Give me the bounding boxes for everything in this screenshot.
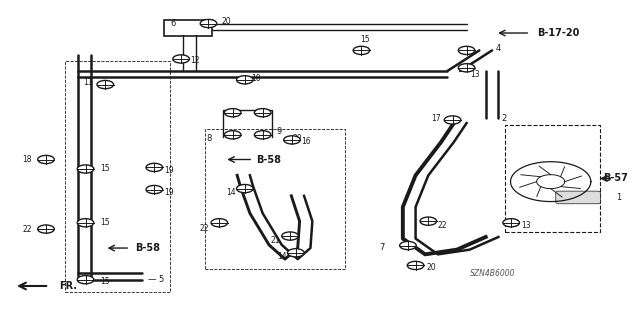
Text: 15: 15 — [360, 35, 369, 44]
Circle shape — [211, 219, 228, 227]
Circle shape — [287, 249, 304, 257]
Text: SZN4B6000: SZN4B6000 — [470, 269, 515, 278]
Circle shape — [200, 19, 217, 28]
Text: 1: 1 — [616, 193, 621, 202]
Circle shape — [284, 136, 300, 144]
Circle shape — [225, 108, 241, 117]
Text: 9: 9 — [276, 127, 282, 136]
Circle shape — [225, 131, 241, 139]
Text: 4: 4 — [495, 44, 500, 53]
Text: 19: 19 — [164, 188, 174, 197]
Text: B-58: B-58 — [135, 243, 160, 253]
Text: 19: 19 — [164, 166, 174, 175]
Text: 8: 8 — [206, 134, 212, 143]
Circle shape — [420, 217, 436, 225]
Circle shape — [146, 163, 163, 172]
Text: 20: 20 — [426, 263, 436, 272]
Circle shape — [146, 185, 163, 194]
Circle shape — [458, 64, 475, 72]
Text: 7: 7 — [380, 243, 385, 252]
Text: 6: 6 — [171, 19, 176, 28]
FancyBboxPatch shape — [556, 191, 600, 204]
Text: 20: 20 — [221, 18, 231, 26]
Text: 2: 2 — [502, 114, 507, 123]
Text: 15: 15 — [100, 218, 110, 227]
Text: 13: 13 — [521, 221, 531, 230]
Bar — [205, 130, 346, 269]
Text: 22: 22 — [200, 224, 209, 233]
Circle shape — [282, 232, 298, 240]
Circle shape — [77, 219, 94, 227]
Text: 16: 16 — [301, 137, 310, 146]
Circle shape — [353, 46, 370, 55]
Bar — [164, 20, 212, 36]
Circle shape — [407, 261, 424, 270]
Text: 22: 22 — [22, 225, 31, 234]
Text: 20: 20 — [292, 134, 302, 143]
Circle shape — [38, 225, 54, 233]
Text: 18: 18 — [22, 155, 31, 164]
Text: 10: 10 — [251, 74, 261, 83]
Text: 17: 17 — [431, 114, 441, 123]
Circle shape — [254, 131, 271, 139]
Text: 12: 12 — [191, 56, 200, 65]
Text: FR.: FR. — [59, 281, 77, 291]
Text: B-58: B-58 — [256, 154, 281, 165]
Circle shape — [237, 184, 253, 193]
Text: 14: 14 — [227, 188, 236, 197]
Text: B-17-20: B-17-20 — [537, 28, 579, 38]
Text: B-57: B-57 — [604, 174, 628, 183]
Bar — [65, 62, 170, 292]
Circle shape — [254, 108, 271, 117]
Circle shape — [38, 155, 54, 164]
Text: 13: 13 — [470, 70, 479, 78]
Circle shape — [77, 276, 94, 284]
Circle shape — [97, 80, 113, 89]
Circle shape — [444, 116, 461, 124]
Circle shape — [458, 46, 475, 55]
Text: 14: 14 — [277, 252, 287, 261]
Text: 21: 21 — [271, 236, 280, 245]
Bar — [505, 125, 600, 232]
Circle shape — [77, 165, 94, 173]
Text: 11: 11 — [83, 78, 93, 87]
Circle shape — [237, 76, 253, 84]
Text: 15: 15 — [100, 165, 110, 174]
Text: 15: 15 — [100, 277, 110, 286]
Circle shape — [399, 241, 416, 250]
Circle shape — [503, 219, 520, 227]
Text: 22: 22 — [437, 221, 447, 230]
Text: — 5: — 5 — [148, 275, 164, 284]
Circle shape — [173, 55, 189, 63]
